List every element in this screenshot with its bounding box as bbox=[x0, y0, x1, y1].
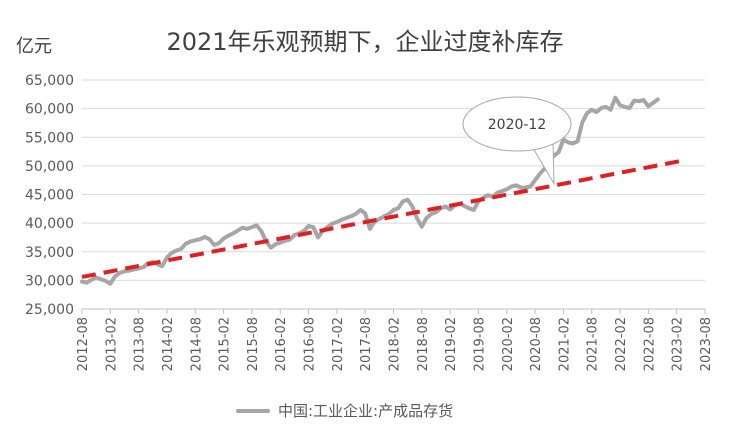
trendline-layer bbox=[81, 158, 686, 279]
x-tick-label: 2014-02 bbox=[161, 317, 176, 371]
callout-bubble bbox=[462, 96, 572, 152]
x-tick-label: 2016-08 bbox=[303, 317, 318, 371]
trendline bbox=[81, 158, 686, 279]
x-tick-label: 2018-02 bbox=[388, 317, 403, 371]
x-axis-ticks: 2012-08 2013-02 2013-08 2014-02 2014-08 2015-… bbox=[76, 308, 714, 371]
y-tick-label: 65,000 bbox=[25, 73, 74, 89]
y-tick-label: 35,000 bbox=[25, 245, 74, 261]
x-tick-label: 2022-02 bbox=[614, 317, 629, 371]
y-tick-label: 25,000 bbox=[25, 302, 74, 318]
x-tick-label: 2023-08 bbox=[699, 317, 714, 371]
x-tick-label: 2020-08 bbox=[529, 317, 544, 371]
x-tick-label: 2018-08 bbox=[416, 317, 431, 371]
x-tick-label: 2022-08 bbox=[642, 317, 657, 371]
callout-label: 2020-12 bbox=[488, 117, 547, 133]
legend-swatch bbox=[236, 408, 270, 413]
y-tick-label: 40,000 bbox=[25, 216, 74, 232]
x-tick-label: 2023-02 bbox=[671, 317, 686, 371]
y-tick-label: 60,000 bbox=[25, 102, 74, 118]
x-tick-label: 2015-08 bbox=[246, 317, 261, 371]
x-tick-label: 2019-08 bbox=[472, 317, 487, 371]
y-tick-label: 55,000 bbox=[25, 130, 74, 146]
x-tick-label: 2019-02 bbox=[444, 317, 459, 371]
y-tick-label: 45,000 bbox=[25, 188, 74, 204]
grid-lines bbox=[82, 79, 705, 310]
annotation-layer: 2020-12 bbox=[462, 96, 572, 186]
series-line bbox=[80, 95, 660, 286]
legend: 中国:工业企业:产成品存货 bbox=[236, 400, 453, 421]
x-tick-label: 2013-02 bbox=[104, 317, 119, 371]
x-tick-label: 2021-02 bbox=[557, 317, 572, 371]
y-tick-label: 50,000 bbox=[25, 159, 74, 175]
y-axis-ticks: 25,000 30,000 35,000 40,000 45,000 50,000 55,0… bbox=[25, 73, 74, 318]
x-tick-label: 2017-08 bbox=[359, 317, 374, 371]
x-tick-label: 2017-02 bbox=[331, 317, 346, 371]
x-tick-label: 2016-02 bbox=[274, 317, 289, 371]
y-tick-label: 30,000 bbox=[25, 273, 74, 289]
series-layer bbox=[80, 95, 660, 286]
legend-label: 中国:工业企业:产成品存货 bbox=[278, 402, 454, 420]
x-tick-label: 2020-02 bbox=[501, 317, 516, 371]
x-tick-label: 2015-02 bbox=[218, 317, 233, 371]
x-tick-label: 2013-08 bbox=[133, 317, 148, 371]
x-tick-label: 2012-08 bbox=[76, 317, 91, 371]
chart-title: 2021年乐观预期下，企业过度补库存 bbox=[166, 28, 564, 56]
unit-label: 亿元 bbox=[16, 36, 52, 57]
x-tick-label: 2021-08 bbox=[586, 317, 601, 371]
x-tick-label: 2014-08 bbox=[189, 317, 204, 371]
